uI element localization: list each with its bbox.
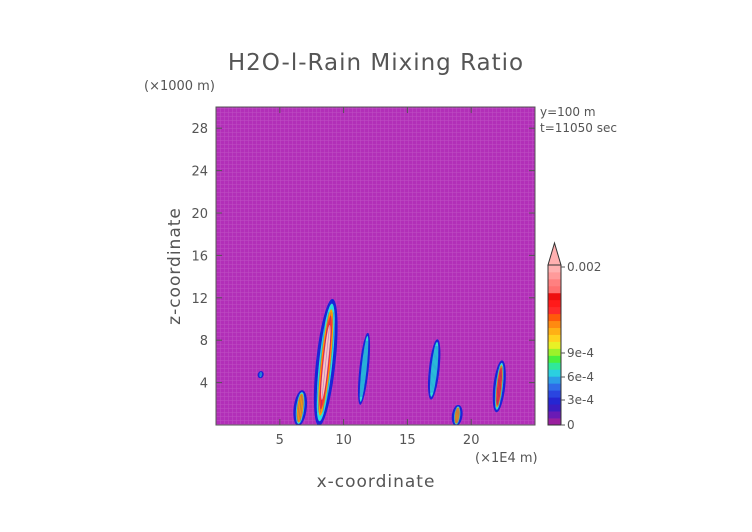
rain-cell [451, 404, 463, 425]
colorbar-band [548, 369, 561, 377]
y-tick-label: 28 [191, 122, 208, 137]
info-line-time: t=11050 sec [540, 121, 617, 135]
colorbar-band [548, 348, 561, 356]
colorbar-band [548, 355, 561, 363]
colorbar-tick-label: 6e-4 [567, 370, 594, 384]
colorbar-band [548, 418, 561, 426]
rain-cell [492, 360, 506, 413]
colorbar-band [548, 362, 561, 370]
colorbar-band [548, 390, 561, 398]
rain-cells-layer [257, 298, 506, 425]
colorbar-band [548, 383, 561, 391]
x-axis-ticks: 5 10 15 20 [276, 107, 480, 448]
x-unit-label: (×1E4 m) [475, 451, 538, 466]
x-tick-label: 15 [399, 433, 416, 448]
chart-title: H2O-l-Rain Mixing Ratio [228, 50, 524, 76]
colorbar-band [548, 376, 561, 384]
rain-cell [293, 390, 308, 425]
colorbar-tick-label: 0 [567, 418, 575, 432]
rain-cell [427, 339, 441, 400]
x-tick-label: 5 [276, 433, 284, 448]
x-axis-label: x-coordinate [317, 472, 436, 492]
info-line-y: y=100 m [540, 105, 596, 119]
rain-cell [313, 298, 338, 425]
y-axis-label: z-coordinate [165, 207, 185, 325]
colorbar-band [548, 320, 561, 329]
rain-cell [357, 332, 371, 405]
colorbar-band [548, 285, 561, 294]
x-tick-label: 20 [463, 433, 480, 448]
plot-grid-texture [216, 107, 535, 425]
colorbar-band [548, 341, 561, 349]
colorbar-band [548, 271, 561, 280]
colorbar-band [548, 327, 561, 335]
colorbar: 0 3e-4 6e-4 9e-4 0.002 [547, 241, 601, 432]
y-tick-label: 20 [191, 207, 208, 222]
colorbar-band [548, 397, 561, 405]
x-tick-label: 10 [335, 433, 352, 448]
colorbar-tick-label: 9e-4 [567, 346, 594, 360]
colorbar-tick-label: 3e-4 [567, 393, 594, 407]
y-unit-label: (×1000 m) [144, 79, 215, 94]
colorbar-band [548, 334, 561, 342]
colorbar-band [548, 306, 561, 315]
colorbar-band [548, 411, 561, 419]
y-tick-label: 8 [200, 334, 208, 349]
y-tick-label: 12 [191, 292, 208, 307]
colorbar-band [548, 278, 561, 287]
y-axis-ticks: 4 8 12 16 20 24 28 [191, 122, 535, 392]
rain-cell [257, 370, 264, 379]
colorbar-band [548, 265, 561, 273]
y-tick-label: 4 [200, 377, 208, 392]
colorbar-frame [547, 264, 562, 426]
colorbar-band [548, 404, 561, 412]
colorbar-band [548, 292, 561, 301]
colorbar-band [548, 299, 561, 308]
y-tick-label: 16 [191, 249, 208, 264]
y-tick-label: 24 [191, 165, 208, 180]
colorbar-band [548, 313, 561, 322]
colorbar-max-triangle [547, 241, 562, 266]
plot-frame [215, 106, 536, 426]
colorbar-tick-label: 0.002 [567, 260, 601, 274]
